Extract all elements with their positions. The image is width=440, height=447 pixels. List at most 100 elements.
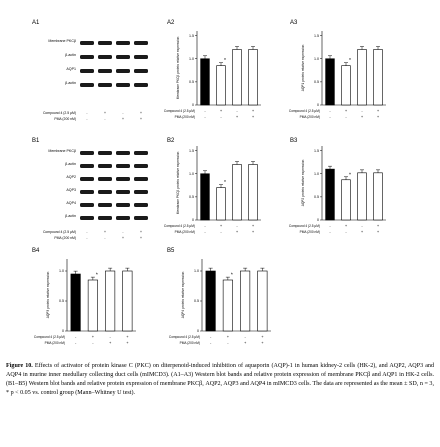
blot-band — [98, 151, 112, 155]
blot-band — [80, 41, 94, 45]
blot-band — [134, 164, 148, 168]
bar-chart-b5: AQP4 protein relative expression 0 0.5 1.0 -… — [169, 259, 271, 345]
treatment-sign: - — [86, 111, 88, 115]
bar — [216, 187, 226, 221]
blot-band — [80, 164, 94, 168]
blot-band — [98, 55, 112, 59]
treatment-sign: + — [252, 223, 255, 228]
y-axis-label: AQP2 protein relative expression — [301, 159, 305, 206]
y-axis-label: AQP3 protein relative expression — [46, 271, 50, 318]
blot-band — [116, 55, 130, 59]
blot-band — [98, 216, 112, 220]
bar — [325, 58, 335, 106]
blot-row-label: AQP1 — [66, 67, 76, 71]
blot-band — [134, 203, 148, 207]
blot-row: AQP4 — [66, 201, 150, 208]
treatment-label: PMA (200 nM) — [45, 341, 65, 345]
y-tick-label: 0 — [192, 103, 194, 107]
treatment-sign: - — [122, 230, 124, 234]
treatment-sign: + — [140, 111, 142, 115]
treatment-sign: - — [204, 114, 206, 119]
treatment-sign: + — [104, 230, 106, 234]
y-tick-label: 0.5 — [314, 80, 319, 84]
bar — [216, 65, 226, 106]
panel-label-a1: A1 — [32, 20, 40, 26]
y-tick-label: 0 — [197, 329, 199, 333]
blot-band — [134, 177, 148, 181]
blot-band — [80, 83, 94, 87]
treatment-legend-b1: Compound 4 (2.5 μM) - + - + PMA (200 nM) - - + + — [43, 230, 150, 244]
blot-band — [80, 151, 94, 155]
treatment-sign: - — [329, 108, 331, 113]
treatment-sign: + — [220, 108, 223, 113]
blot-band — [116, 216, 130, 220]
treatment-sign: + — [377, 223, 380, 228]
treatment-sign: + — [122, 236, 124, 240]
treatment-label: Compound 4 (2.5 μM) — [169, 335, 200, 339]
treatment-sign: - — [329, 223, 331, 228]
blot-band — [134, 151, 148, 155]
treatment-label: PMA (200 nM) — [300, 230, 320, 234]
bar — [232, 164, 242, 221]
blot-band — [98, 203, 112, 207]
figure-caption: Figure 10. Effects of activator of prote… — [6, 362, 434, 398]
panel-label-b4: B4 — [32, 248, 40, 254]
blot-row: Membrane PKCβ — [48, 39, 150, 46]
treatment-sign: + — [252, 114, 255, 119]
treatment-sign: - — [204, 108, 206, 113]
y-tick-label: 0 — [62, 329, 64, 333]
bar — [257, 270, 268, 332]
bar — [122, 270, 133, 332]
treatment-sign: + — [252, 108, 255, 113]
blot-row: β-actin — [65, 81, 150, 88]
treatment-sign: + — [227, 334, 230, 339]
y-tick-label: 1.5 — [314, 149, 319, 153]
treatment-sign: - — [104, 236, 106, 240]
panel-label-a2: A2 — [167, 20, 175, 26]
treatment-legend-a1: Compound 4 (2.5 μM) - + - + PMA (200 nM) - - + + — [43, 111, 150, 125]
blot-row: β-actin — [65, 162, 150, 169]
blot-row: Membrane PKCβ — [48, 149, 150, 156]
treatment-sign: - — [210, 334, 212, 339]
blot-band — [98, 177, 112, 181]
y-tick-label: 1.0 — [59, 269, 64, 273]
panel-label-b5: B5 — [167, 248, 175, 254]
western-blot-a1: Membrane PKCβ β-actin AQP1 β-actin — [48, 39, 150, 100]
blot-row-label: AQP2 — [66, 175, 76, 179]
blot-band — [134, 55, 148, 59]
blot-band — [80, 203, 94, 207]
treatment-label: PMA (200 nM) — [54, 236, 76, 240]
treatment-label: Compound 4 (2.5 μM) — [164, 224, 195, 228]
treatment-sign: - — [236, 108, 238, 113]
bar — [357, 49, 367, 106]
treatment-sign: + — [236, 114, 239, 119]
blot-band — [116, 164, 130, 168]
y-tick-label: 0.5 — [314, 195, 319, 199]
treatment-sign: - — [204, 223, 206, 228]
treatment-label: PMA (200 nM) — [54, 117, 76, 121]
treatment-sign: - — [86, 117, 88, 121]
treatment-sign: + — [252, 229, 255, 234]
bar-chart-a2: Membrane PKCβ protein relative expressio… — [164, 31, 261, 119]
bar-chart-b4: AQP3 protein relative expression 0 0.5 1.0 -… — [34, 259, 136, 345]
treatment-sign: + — [122, 117, 124, 121]
bar — [341, 65, 351, 106]
y-tick-label: 1.0 — [189, 172, 194, 176]
blot-band — [134, 190, 148, 194]
treatment-sign: - — [227, 340, 229, 345]
blot-band — [134, 83, 148, 87]
bar — [222, 279, 233, 332]
blot-band — [98, 83, 112, 87]
treatment-sign: - — [220, 114, 222, 119]
treatment-sign: + — [345, 108, 348, 113]
bar — [87, 279, 98, 332]
blot-row: β-actin — [65, 214, 150, 221]
treatment-sign: + — [261, 340, 264, 345]
bar — [325, 168, 335, 221]
significance-marker: * — [96, 273, 98, 279]
y-tick-label: 1.5 — [314, 34, 319, 38]
bar — [248, 164, 258, 221]
blot-band — [80, 55, 94, 59]
treatment-sign: - — [236, 223, 238, 228]
y-tick-label: 1.0 — [314, 172, 319, 176]
